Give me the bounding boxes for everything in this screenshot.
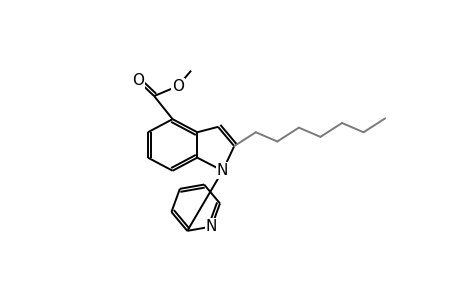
Text: O: O [132,73,144,88]
Text: N: N [217,163,228,178]
Text: N: N [206,219,217,234]
Text: O: O [172,79,184,94]
